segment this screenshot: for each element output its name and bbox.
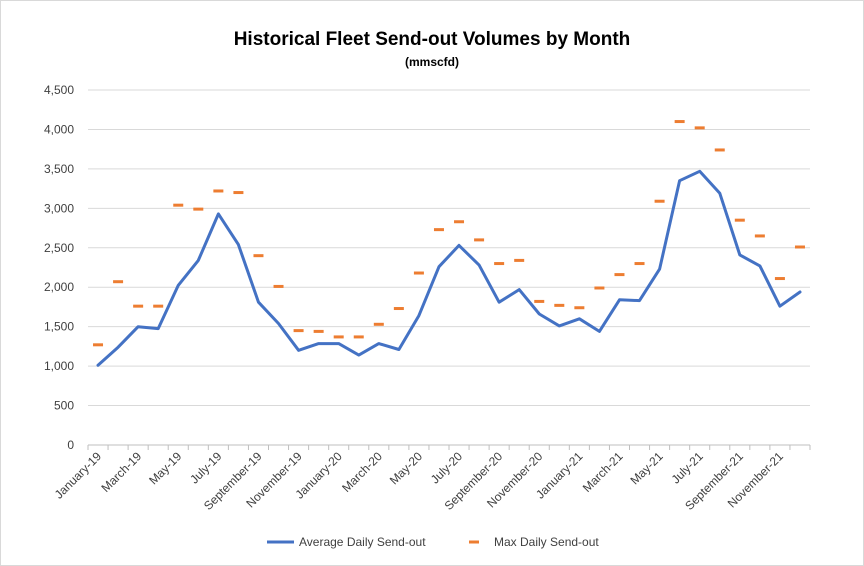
chart-title: Historical Fleet Send-out Volumes by Mon… [233,29,631,50]
series-line-average [96,169,802,367]
y-tick-label: 3,000 [44,201,74,215]
x-tick-label: March-21 [580,449,626,495]
y-tick-label: 4,000 [44,122,74,136]
legend-label-average: Average Daily Send-out [299,535,426,549]
y-tick-label: 4,500 [44,83,74,97]
y-tick-label: 500 [54,399,74,413]
x-tick-label: July-20 [428,449,465,486]
y-tick-label: 1,500 [44,320,74,334]
x-tick-label: May-21 [628,449,666,487]
chart-subtitle: (mmscfd) [404,55,459,69]
y-tick-label: 0 [67,438,74,452]
x-tick-label: January-19 [52,449,105,502]
y-tick-label: 3,500 [44,162,74,176]
x-tick-label: March-19 [99,449,145,495]
x-tick-label: July-19 [187,449,224,486]
x-tick-label: May-20 [387,449,425,487]
y-tick-label: 2,000 [44,280,74,294]
legend-label-max: Max Daily Send-out [494,535,599,549]
y-tick-label: 1,000 [44,359,74,373]
y-tick-label: 2,500 [44,241,74,255]
x-tick-label: May-19 [146,449,184,487]
x-tick-label: March-20 [339,449,385,495]
x-tick-label: July-21 [669,449,706,486]
